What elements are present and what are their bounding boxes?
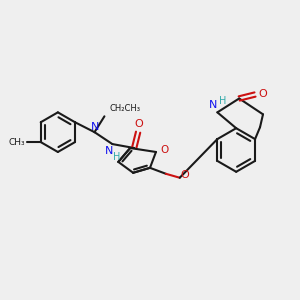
Text: O: O [180,170,189,180]
Text: N: N [91,122,100,132]
Text: CH₃: CH₃ [9,138,25,147]
Text: N: N [209,100,218,110]
Text: H: H [219,97,226,106]
Text: H: H [112,152,120,162]
Text: O: O [135,119,143,129]
Text: O: O [259,88,267,98]
Text: CH₂CH₃: CH₂CH₃ [110,104,140,113]
Text: N: N [105,146,114,156]
Text: O: O [161,145,169,155]
